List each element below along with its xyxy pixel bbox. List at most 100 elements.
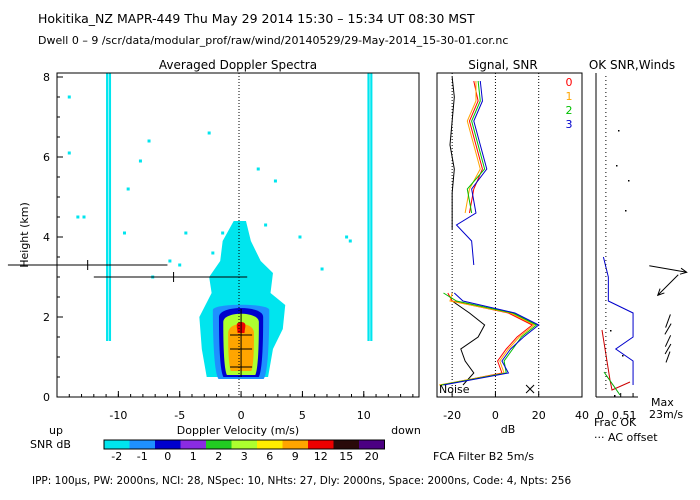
colorbar-label-9: 15: [339, 450, 353, 463]
ok-dot-4: [610, 330, 612, 332]
frac-ok-line: [602, 256, 634, 385]
ok-dot-2: [625, 210, 627, 212]
frac-ok-red-trace: [601, 329, 631, 391]
height-tick-label-0: 0: [43, 391, 50, 404]
wind-barb-2: [665, 314, 671, 328]
snr-series-2-high: [466, 80, 486, 214]
snr-series-1-low: [439, 292, 536, 386]
noise-label: Noise: [439, 383, 470, 396]
colorbar-swatch-0: [104, 440, 130, 449]
noise-speck-15: [264, 223, 268, 227]
colorbar-label-6: 6: [266, 450, 273, 463]
wind-barb-1: [657, 274, 679, 296]
snr-series-signal-high: [449, 76, 455, 229]
colorbar-label-1: -1: [137, 450, 148, 463]
ok-dot-1: [616, 165, 618, 167]
up-label: up: [49, 424, 63, 437]
noise-speck-21: [273, 179, 277, 183]
noise-speck-14: [221, 231, 225, 235]
signal-snr-title: Signal, SNR: [468, 58, 537, 72]
colorbar-label-8: 12: [314, 450, 328, 463]
colorbar-swatch-7: [282, 440, 308, 449]
colorbar-swatch-10: [359, 440, 385, 449]
doppler-spectra-title: Averaged Doppler Spectra: [159, 58, 317, 72]
colorbar-swatch-3: [180, 440, 206, 449]
ok-snr-winds-panel: OK SNR,Winds 0 0.5 1 Frac OK ··· AC offset…: [589, 58, 688, 444]
ok-dot-5: [622, 355, 624, 357]
colorbar-swatch-1: [129, 440, 155, 449]
noise-speck-1: [67, 151, 71, 155]
noise-speck-18: [320, 267, 324, 271]
snr-legend-3: 3: [566, 118, 573, 131]
ac-offset-label: ··· AC offset: [594, 431, 658, 444]
velocity-tick-label-2: 0: [238, 409, 245, 422]
dwell-path-line: Dwell 0 – 9 /scr/data/modular_prof/raw/w…: [38, 34, 509, 47]
noise-speck-17: [298, 235, 302, 239]
db-tick-label-2: 20: [532, 409, 546, 422]
ok-snr-winds-title: OK SNR,Winds: [589, 58, 675, 72]
colorbar-swatch-6: [257, 440, 283, 449]
colorbar-swatch-8: [308, 440, 334, 449]
doppler-spectra-frame: [56, 72, 420, 398]
noise-speck-0: [67, 95, 71, 99]
wind-barb-6: [665, 351, 671, 363]
wind-barb-0: [649, 265, 687, 273]
frac-ok-label: Frac OK: [594, 416, 637, 429]
velocity-tick-label-4: 10: [357, 409, 371, 422]
noise-speck-2: [76, 215, 80, 219]
frac-tick-label-1: 0.5: [612, 409, 630, 422]
max-value-label: 23m/s: [649, 408, 683, 421]
colorbar-label-5: 3: [241, 450, 248, 463]
snr-series-signal-low: [451, 300, 486, 386]
height-axis-label: Height (km): [18, 202, 31, 268]
snr-series-3-low: [443, 292, 540, 386]
height-tick-label-1: 2: [43, 311, 50, 324]
snr-series-0-high: [468, 80, 483, 214]
ok-dot-6: [614, 395, 616, 397]
colorbar-label-3: 1: [190, 450, 197, 463]
noise-marker: [525, 384, 535, 394]
colorbar-label-2: 0: [164, 450, 171, 463]
db-tick-label-3: 40: [575, 409, 589, 422]
noise-speck-5: [126, 187, 130, 191]
ok-dot-0: [618, 130, 620, 132]
colorbar-frame: [103, 439, 385, 450]
height-tick-label-2: 4: [43, 231, 50, 244]
frac-tick-label-2: 1: [630, 409, 637, 422]
velocity-tick-label-3: 5: [299, 409, 306, 422]
snr-legend-2: 2: [566, 104, 573, 117]
velocity-tick-label-0: -10: [109, 409, 127, 422]
plot-title-line: Hokitika_NZ MAPR-449 Thu May 29 2014 15:…: [38, 11, 475, 26]
wind-barb-4: [664, 335, 672, 347]
down-label: down: [391, 424, 421, 437]
noise-speck-13: [211, 251, 215, 255]
wind-barb-head-0: [679, 267, 688, 275]
db-tick-label-1: 0: [492, 409, 499, 422]
colorbar-swatch-5: [231, 440, 257, 449]
velocity-axis-label: Doppler Velocity (m/s): [177, 424, 299, 437]
params-line: IPP: 100μs, PW: 2000ns, NCI: 28, NSpec: …: [32, 475, 571, 487]
noise-speck-11: [184, 231, 188, 235]
noise-speck-16: [256, 167, 260, 171]
fca-filter-label: FCA Filter B2 5m/s: [433, 450, 534, 463]
noise-speck-9: [168, 259, 172, 263]
colorbar-label-4: 2: [215, 450, 222, 463]
velocity-tick-label-1: -5: [174, 409, 185, 422]
wind-barb-5: [664, 343, 672, 355]
db-tick-label-0: -20: [443, 409, 461, 422]
noise-speck-10: [178, 263, 182, 267]
colorbar-label-10: 20: [365, 450, 379, 463]
frac-tick-label-0: 0: [597, 409, 604, 422]
noise-speck-8: [138, 159, 142, 163]
wind-barb-3: [664, 323, 672, 335]
db-axis-label: dB: [501, 423, 516, 436]
noise-speck-20: [345, 235, 349, 239]
noise-speck-3: [82, 215, 86, 219]
snr-legend-0: 0: [566, 76, 573, 89]
noise-speck-12: [207, 131, 211, 135]
noise-speck-19: [348, 239, 352, 243]
colorbar-swatch-9: [333, 440, 359, 449]
colorbar-swatch-4: [206, 440, 232, 449]
